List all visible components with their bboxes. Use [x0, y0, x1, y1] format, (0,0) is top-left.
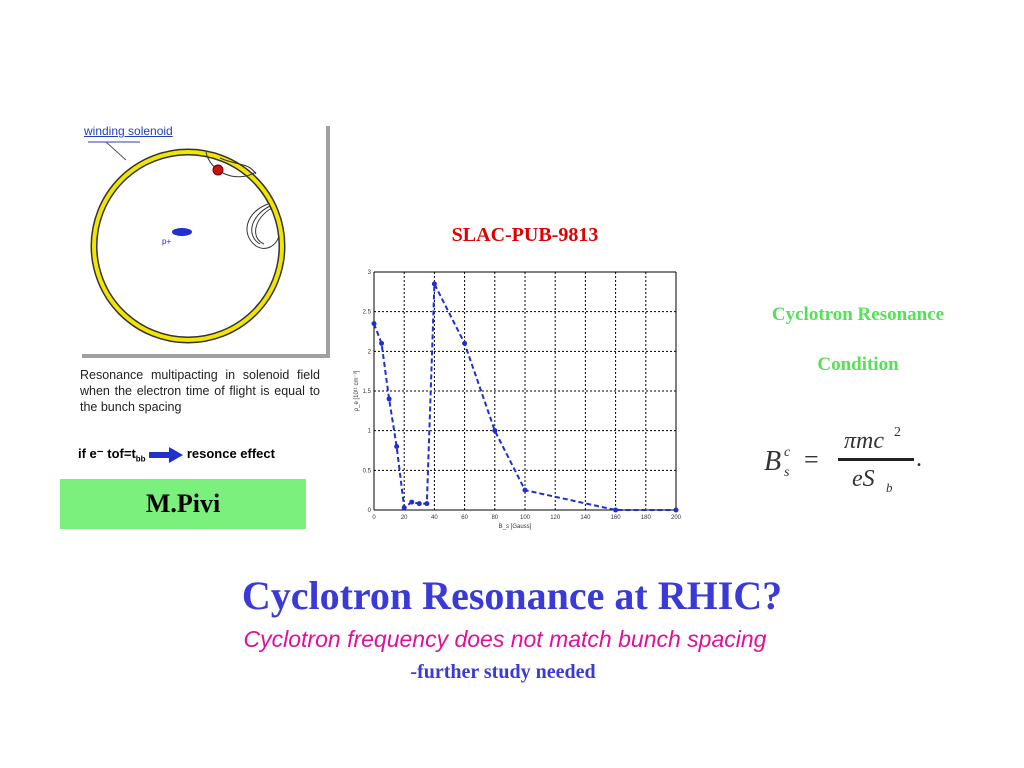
data-point [431, 281, 437, 287]
data-point [613, 507, 619, 513]
data-point [416, 501, 422, 507]
y-tick-label: 0.5 [363, 468, 372, 474]
x-tick-label: 60 [461, 515, 468, 521]
label-pointer [105, 141, 127, 161]
winding-solenoid-label: winding solenoid [84, 124, 173, 138]
formula-numerator: πmc [844, 428, 884, 454]
x-tick-label: 20 [401, 515, 408, 521]
y-tick-label: 0 [368, 508, 372, 514]
data-point [394, 444, 400, 450]
data-point [492, 428, 498, 434]
density-chart: 0 20 40 60 80 100 120 140 160 180 200 0 0.5 1 1.5 2 2.5 3… [350, 268, 690, 530]
slide-subtitle: Cyclotron frequency does not match bunch… [243, 626, 767, 652]
formula-fraction-bar [838, 458, 914, 461]
figure-caption: Resonance multipacting in solenoid field… [80, 368, 320, 414]
solenoid-winding-ring [92, 150, 284, 342]
slide-title: Cyclotron Resonance at RHIC? [241, 573, 783, 618]
condition-title-line1: Cyclotron Resonance [771, 304, 945, 325]
condition-title-line2: Condition [817, 354, 899, 375]
electron-orbit-1 [219, 157, 257, 175]
chart-svg: 0 20 40 60 80 100 120 140 160 180 200 0 0.5 1 1.5 2 2.5 3… [354, 270, 682, 530]
electron-orbit-4 [251, 205, 271, 245]
formula-denominator: eS [852, 466, 875, 492]
solenoid-frame: winding solenoid p+ [78, 122, 326, 354]
data-point [673, 507, 679, 513]
solenoid-drawing: p+ [88, 141, 286, 344]
x-tick-label: 100 [520, 515, 531, 521]
data-point [379, 340, 385, 346]
electron-orbit-3 [246, 203, 280, 249]
x-tick-label: 80 [491, 515, 498, 521]
x-tick-label: 180 [641, 515, 652, 521]
x-tick-label: 140 [580, 515, 591, 521]
formula-svg: B c s = πmc 2 eS b . [764, 425, 922, 495]
author-name: M.Pivi [145, 489, 221, 518]
author-box: M.Pivi [60, 479, 306, 529]
tof-condition-text: if e⁻ tof=t [78, 446, 136, 461]
data-point [409, 499, 415, 505]
electron-dot [212, 164, 224, 176]
resonance-condition-line: if e⁻ tof=tbb resonce effect [78, 446, 338, 468]
reference-label: SLAC-PUB-9813 [451, 224, 599, 246]
electron-orbit-5 [255, 207, 273, 245]
x-tick-label: 160 [611, 515, 622, 521]
x-tick-label: 120 [550, 515, 561, 521]
x-tick-label: 0 [372, 515, 376, 521]
formula-numerator-sup: 2 [894, 425, 901, 440]
y-axis-label: ρ_e [10¹¹ cm⁻³] [354, 370, 360, 411]
data-point [386, 396, 392, 402]
data-point [371, 321, 377, 327]
formula-lhs: B [764, 446, 781, 477]
tof-subscript: bb [135, 454, 146, 464]
data-point [462, 340, 468, 346]
y-tick-label: 2.5 [363, 310, 372, 316]
y-tick-label: 1.5 [363, 389, 372, 395]
y-tick-label: 1 [368, 429, 372, 435]
data-point [424, 501, 430, 507]
formula-lhs-sub: s [784, 465, 790, 480]
formula-equals: = [804, 445, 819, 474]
formula-denominator-sub: b [886, 480, 893, 495]
x-tick-label: 40 [431, 515, 438, 521]
formula-lhs-sup: c [784, 445, 791, 460]
x-tick-label: 200 [671, 515, 682, 521]
y-tick-label: 2 [368, 349, 372, 355]
resonance-effect-text: resonce effect [186, 446, 275, 461]
x-axis-label: B_s [Gauss] [499, 524, 532, 530]
right-arrow-icon [149, 446, 184, 463]
electron-orbit-2 [205, 151, 257, 178]
y-tick-label: 3 [368, 270, 372, 276]
data-point [401, 505, 407, 511]
data-point [522, 487, 528, 493]
cyclotron-formula: B c s = πmc 2 eS b . [760, 420, 940, 500]
proton-label: p+ [162, 237, 171, 246]
solenoid-figure: winding solenoid p+ if e⁻ tof=tbb resonc… [78, 122, 330, 464]
formula-period: . [916, 446, 922, 472]
proton-bunch [172, 228, 192, 236]
slide-note: -further study needed [410, 661, 596, 683]
